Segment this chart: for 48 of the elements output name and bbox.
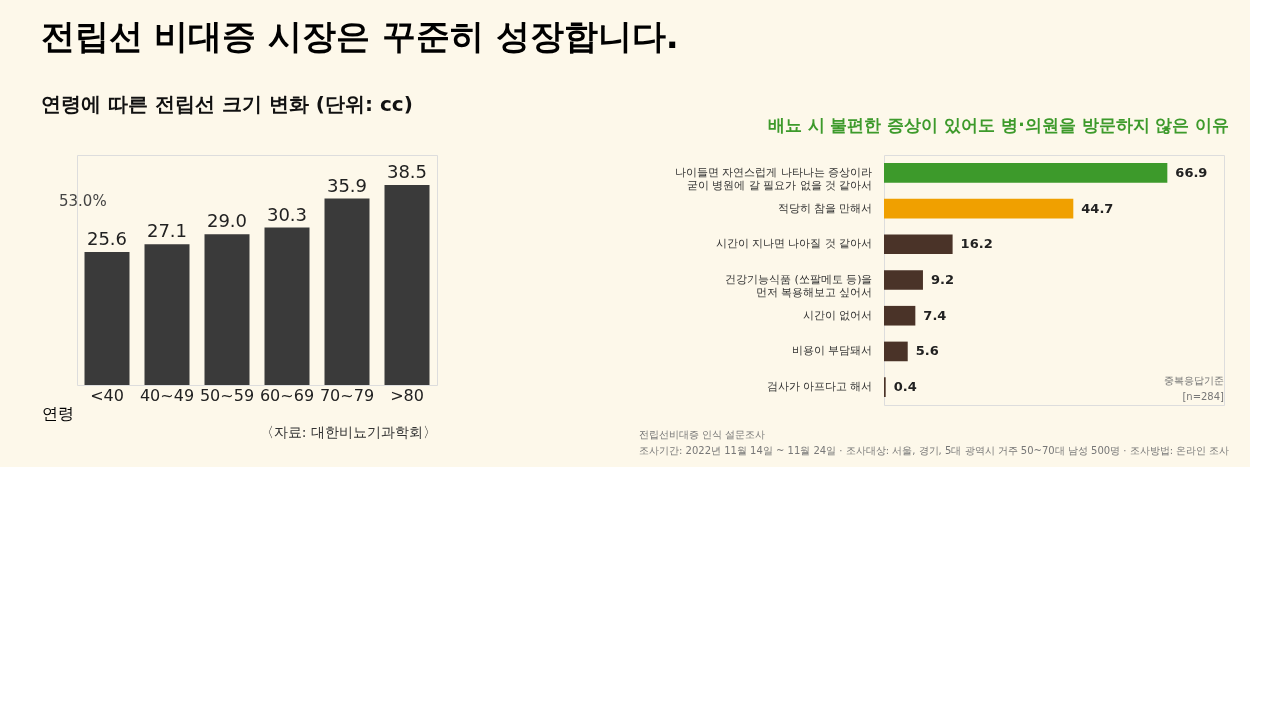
bar [884, 270, 923, 290]
data-label: 35.9 [326, 174, 368, 196]
data-label: 30.3 [266, 203, 308, 225]
y-tick-label: 건강기능식품 (쏘팔메토 등)을 먼저 복용해보고 싶어서 [724, 273, 873, 299]
x-tick-label: 70~79 [319, 385, 375, 405]
bar [884, 198, 1074, 219]
data-label: 38.5 [386, 161, 428, 182]
annotation: 중복응답기준 [1164, 375, 1224, 386]
y-tick-label: 적당히 참을 만해서 [777, 201, 873, 215]
chart-title: 연령에 따른 전립선 크기 변화 (단위: cc) [41, 92, 413, 116]
bar [884, 305, 916, 326]
bar [84, 252, 130, 385]
text: 전립선비대증 인식 설문조사 [639, 429, 766, 440]
bar [884, 163, 1168, 183]
data-label: 25.6 [86, 228, 128, 250]
text: 〈자료: 대한비뇨기과학회〉 [259, 424, 437, 440]
x-tick-label: 60~69 [259, 385, 315, 405]
bar [384, 185, 430, 385]
x-tick-label: 40~49 [139, 385, 195, 405]
data-label: 27.1 [146, 220, 188, 242]
bar [204, 234, 250, 385]
data-label: 16.2 [960, 236, 993, 252]
chart-title: 배뇨 시 불편한 증상이 있어도 병·의원을 방문하지 않은 이유 [767, 115, 1230, 135]
x-tick-label: <40 [90, 385, 124, 405]
y-tick-label: 비용이 부담돼서 [792, 344, 873, 358]
text: 조사기간: 2022년 11월 14일 ~ 11월 24일 · 조사대상: 서울, 경기, 5대 광역시 거주 50~70대 남성 500명 · 조사방법: 온라인 조사 [639, 445, 1230, 456]
data-label: 44.7 [1081, 200, 1114, 216]
data-label: 29.0 [206, 210, 248, 232]
y-tick-label: 시간이 없어서 [803, 308, 873, 322]
data-label: 66.9 [1175, 164, 1208, 180]
y-tick-label: 시간이 지나면 나아질 것 같아서 [715, 237, 873, 251]
x-axis-title: 연령 [41, 403, 74, 423]
data-label: 0.4 [893, 379, 917, 395]
text: [n=284] [1182, 391, 1225, 402]
y-tick-label: 검사가 아프다고 해서 [766, 380, 873, 394]
y-tick-label: 나이들면 자연스럽게 나타나는 증상이라 굳이 병원에 갈 필요가 없을 것 같아서 [675, 165, 873, 192]
x-tick-label: 50~59 [199, 385, 255, 405]
bar [324, 198, 370, 385]
data-label: 5.6 [915, 343, 939, 359]
x-tick-label: >80 [390, 385, 424, 405]
bar [884, 341, 908, 362]
text: 전립선 비대증 시장은 꾸준히 성장합니다. [40, 15, 679, 56]
bar [144, 244, 190, 385]
data-label: 7.4 [923, 307, 947, 323]
data-label: 9.2 [930, 272, 954, 287]
bar [264, 227, 310, 385]
bar [884, 234, 953, 255]
annotation: 53.0% [59, 192, 107, 210]
